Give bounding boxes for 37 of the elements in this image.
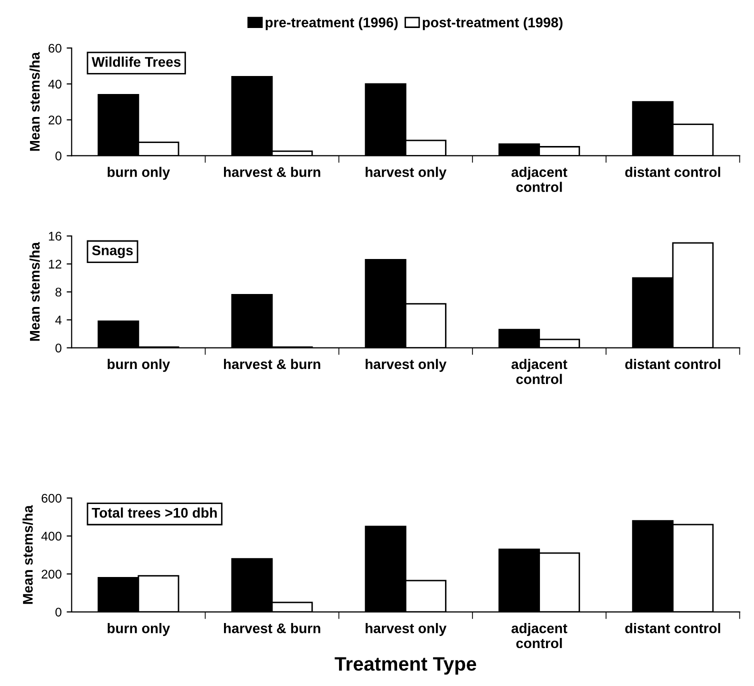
y-tick-label: 4: [55, 316, 62, 324]
y-tick-label: 16: [48, 232, 62, 241]
y-tick-label: 8: [56, 288, 62, 297]
x-tick-label: burn only: [108, 166, 170, 180]
x-tick-label: harvest & burn: [224, 166, 320, 178]
y-tick-label: 400: [41, 532, 62, 541]
y-tick-label: 200: [42, 570, 62, 579]
x-tick-label: burn only: [108, 623, 170, 636]
x-tick-label: harvest & burn: [224, 358, 320, 370]
text: Snags: [92, 245, 133, 258]
legend-label: pre-treatment (1996): [266, 17, 398, 30]
x-tick-label: harvest only: [366, 358, 446, 372]
x-tick-label: harvest only: [366, 166, 446, 180]
y-tick-label: 0: [55, 608, 62, 617]
y-tick-label: 600: [42, 494, 62, 503]
chart-title: Wildlife Trees: [92, 56, 181, 67]
text: Total trees >10 dbh: [92, 508, 217, 518]
y-tick-label: 60: [48, 44, 62, 53]
y-tick-label: 40: [48, 80, 62, 89]
x-tick-label: harvest only: [366, 623, 446, 636]
x-tick-label: distant control: [625, 623, 720, 634]
y-tick-label: 0: [55, 344, 62, 352]
x-tick-label: distant control: [625, 166, 720, 178]
y-axis-title: Mean stems/ha: [30, 242, 40, 341]
x-tick-label: distant control: [625, 358, 720, 370]
x-tick-label: harvest & burn: [224, 623, 320, 634]
y-tick-label: 0: [55, 152, 62, 160]
x-tick-label: burn only: [108, 358, 170, 372]
y-tick-label: 12: [48, 260, 62, 268]
x-tick-label: adjacent control: [511, 166, 568, 192]
x-axis-title: Treatment Type: [334, 657, 476, 675]
x-tick-label: adjacent control: [511, 358, 568, 384]
x-tick-label: adjacent control: [511, 623, 568, 648]
y-axis-title: Mean stems/ha: [30, 52, 40, 151]
y-axis-title: Mean stems/ha: [22, 505, 33, 604]
y-tick-label: 20: [48, 116, 62, 124]
legend-label: post-treatment (1998): [422, 17, 562, 30]
